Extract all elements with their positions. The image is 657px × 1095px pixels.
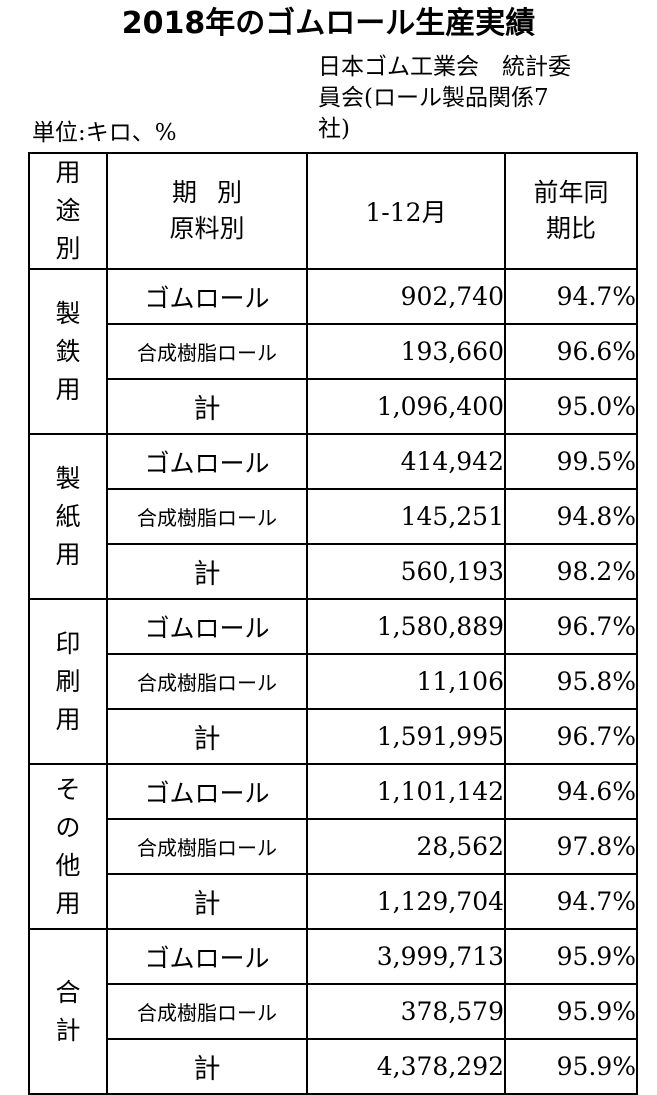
table-row: その他用 ゴムロール 1,101,142 94.6%	[28, 763, 638, 930]
ratio-cell: 95.9%	[504, 1038, 638, 1095]
ratio-cell: 96.6%	[504, 323, 638, 380]
source-note: 日本ゴム工業会 統計委 員会(ロール製品関係7 社)	[318, 52, 618, 145]
value-cell: 1,129,704	[306, 873, 506, 930]
material-cell: 計	[106, 1038, 308, 1095]
material-cell: 合成樹脂ロール	[106, 488, 308, 545]
table-row: 合成樹脂ロール 193,660 96.6%	[29, 323, 638, 380]
header-use: 用途別	[28, 152, 108, 270]
material-cell: 合成樹脂ロール	[106, 653, 308, 710]
material-cell: ゴムロール	[106, 433, 308, 490]
ratio-cell: 96.7%	[504, 598, 638, 655]
unit-label: 単位:キロ、%	[32, 120, 177, 146]
table-row: 合成樹脂ロール 145,251 94.8%	[29, 488, 638, 545]
material-cell: ゴムロール	[106, 763, 308, 820]
ratio-cell: 95.0%	[504, 378, 638, 435]
ratio-cell: 95.9%	[504, 983, 638, 1040]
material-cell: 計	[106, 543, 308, 600]
material-cell: 計	[106, 378, 308, 435]
ratio-cell: 97.8%	[504, 818, 638, 875]
value-cell: 378,579	[306, 983, 506, 1040]
table-row: 合成樹脂ロール 11,106 95.8%	[29, 653, 638, 710]
table-row: 計 1,096,400 95.0%	[29, 378, 638, 435]
value-cell: 1,580,889	[306, 598, 506, 655]
source-line: 社)	[318, 116, 350, 142]
value-cell: 145,251	[306, 488, 506, 545]
value-cell: 1,101,142	[306, 763, 506, 820]
ratio-cell: 96.7%	[504, 708, 638, 765]
table-row: 印刷用 ゴムロール 1,580,889 96.7%	[28, 598, 638, 765]
use-category-cell: 合計	[28, 928, 108, 1095]
ratio-cell: 95.8%	[504, 653, 638, 710]
table-row: 計 4,378,292 95.9%	[29, 1038, 638, 1095]
value-cell: 1,591,995	[306, 708, 506, 765]
value-cell: 28,562	[306, 818, 506, 875]
value-cell: 193,660	[306, 323, 506, 380]
ratio-cell: 94.7%	[504, 268, 638, 325]
use-category-cell: 印刷用	[28, 598, 108, 765]
material-cell: ゴムロール	[106, 598, 308, 655]
ratio-cell: 94.7%	[504, 873, 638, 930]
material-cell: ゴムロール	[106, 928, 308, 985]
value-cell: 3,999,713	[306, 928, 506, 985]
header-period: 期別 原料別	[106, 152, 308, 270]
value-cell: 414,942	[306, 433, 506, 490]
table-row: 計 1,591,995 96.7%	[29, 708, 638, 765]
value-cell: 902,740	[306, 268, 506, 325]
use-category-cell: その他用	[28, 763, 108, 930]
ratio-cell: 98.2%	[504, 543, 638, 600]
value-cell: 1,096,400	[306, 378, 506, 435]
table-row: 計 560,193 98.2%	[29, 543, 638, 600]
ratio-cell: 95.9%	[504, 928, 638, 985]
material-cell: 合成樹脂ロール	[106, 983, 308, 1040]
header-row: 用途別 期別 原料別 1-12月 前年同 期比	[28, 152, 638, 270]
header-ratio: 前年同 期比	[504, 152, 638, 270]
material-cell: 計	[106, 708, 308, 765]
source-line: 員会(ロール製品関係7	[318, 85, 549, 111]
table-row: 計 1,129,704 94.7%	[29, 873, 638, 930]
use-category-cell: 製紙用	[28, 433, 108, 600]
production-table: 用途別 期別 原料別 1-12月 前年同 期比 製鉄用 ゴムロール 902,740 9…	[28, 152, 638, 1095]
material-cell: 計	[106, 873, 308, 930]
source-line: 日本ゴム工業会 統計委	[318, 54, 571, 80]
table-row: 製紙用 ゴムロール 414,942 99.5%	[28, 433, 638, 600]
table-row: 合成樹脂ロール 28,562 97.8%	[29, 818, 638, 875]
value-cell: 4,378,292	[306, 1038, 506, 1095]
value-cell: 560,193	[306, 543, 506, 600]
value-cell: 11,106	[306, 653, 506, 710]
material-cell: 合成樹脂ロール	[106, 323, 308, 380]
use-category-cell: 製鉄用	[28, 268, 108, 435]
table-row: 合計 ゴムロール 3,999,713 95.9%	[28, 928, 638, 1095]
material-cell: ゴムロール	[106, 268, 308, 325]
ratio-cell: 94.6%	[504, 763, 638, 820]
header-month: 1-12月	[306, 152, 506, 270]
material-cell: 合成樹脂ロール	[106, 818, 308, 875]
table-row: 合成樹脂ロール 378,579 95.9%	[29, 983, 638, 1040]
ratio-cell: 99.5%	[504, 433, 638, 490]
table-row: 製鉄用 ゴムロール 902,740 94.7%	[28, 268, 638, 435]
ratio-cell: 94.8%	[504, 488, 638, 545]
page-title: 2018年のゴムロール生産実績	[121, 6, 536, 41]
